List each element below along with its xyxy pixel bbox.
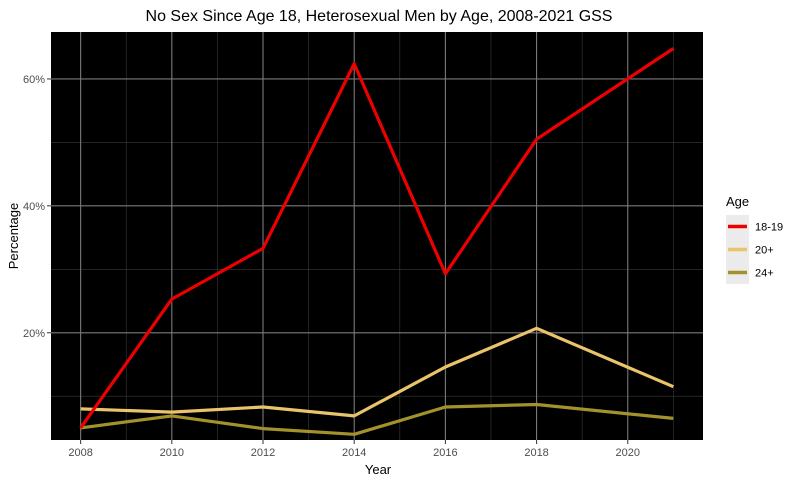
legend-items: 18-19 20+ 24+ xyxy=(726,215,783,284)
series-line-24+ xyxy=(80,402,674,436)
series-lines xyxy=(79,47,675,436)
x-tick-label: 2010 xyxy=(160,447,184,459)
legend-title: Age xyxy=(726,194,749,209)
legend-label: 20+ xyxy=(755,245,774,257)
series-line-18-19 xyxy=(79,47,675,429)
y-tick-label: 40% xyxy=(23,201,45,213)
x-tick-label: 2012 xyxy=(251,447,275,459)
legend: Age 18-19 20+ 24+ xyxy=(726,194,783,284)
x-tick-label: 2020 xyxy=(616,447,640,459)
x-tick-label: 2014 xyxy=(342,447,366,459)
chart-title: No Sex Since Age 18, Heterosexual Men by… xyxy=(146,8,613,25)
x-axis-title: Year xyxy=(365,462,392,477)
legend-label: 18-19 xyxy=(755,222,783,234)
grid-major xyxy=(51,32,703,440)
x-tick-label: 2016 xyxy=(433,447,457,459)
x-axis: 2008 2010 2012 2014 2016 2018 2020 xyxy=(68,440,640,459)
y-axis: 20% 40% 60% xyxy=(23,74,51,340)
y-tick-label: 20% xyxy=(23,328,45,340)
y-tick-label: 60% xyxy=(23,74,45,86)
series-line-20+ xyxy=(80,326,675,418)
x-tick-label: 2018 xyxy=(524,447,548,459)
grid-minor xyxy=(51,32,703,440)
x-tick-label: 2008 xyxy=(68,447,92,459)
legend-label: 24+ xyxy=(755,268,774,280)
y-axis-title: Percentage xyxy=(6,203,21,270)
